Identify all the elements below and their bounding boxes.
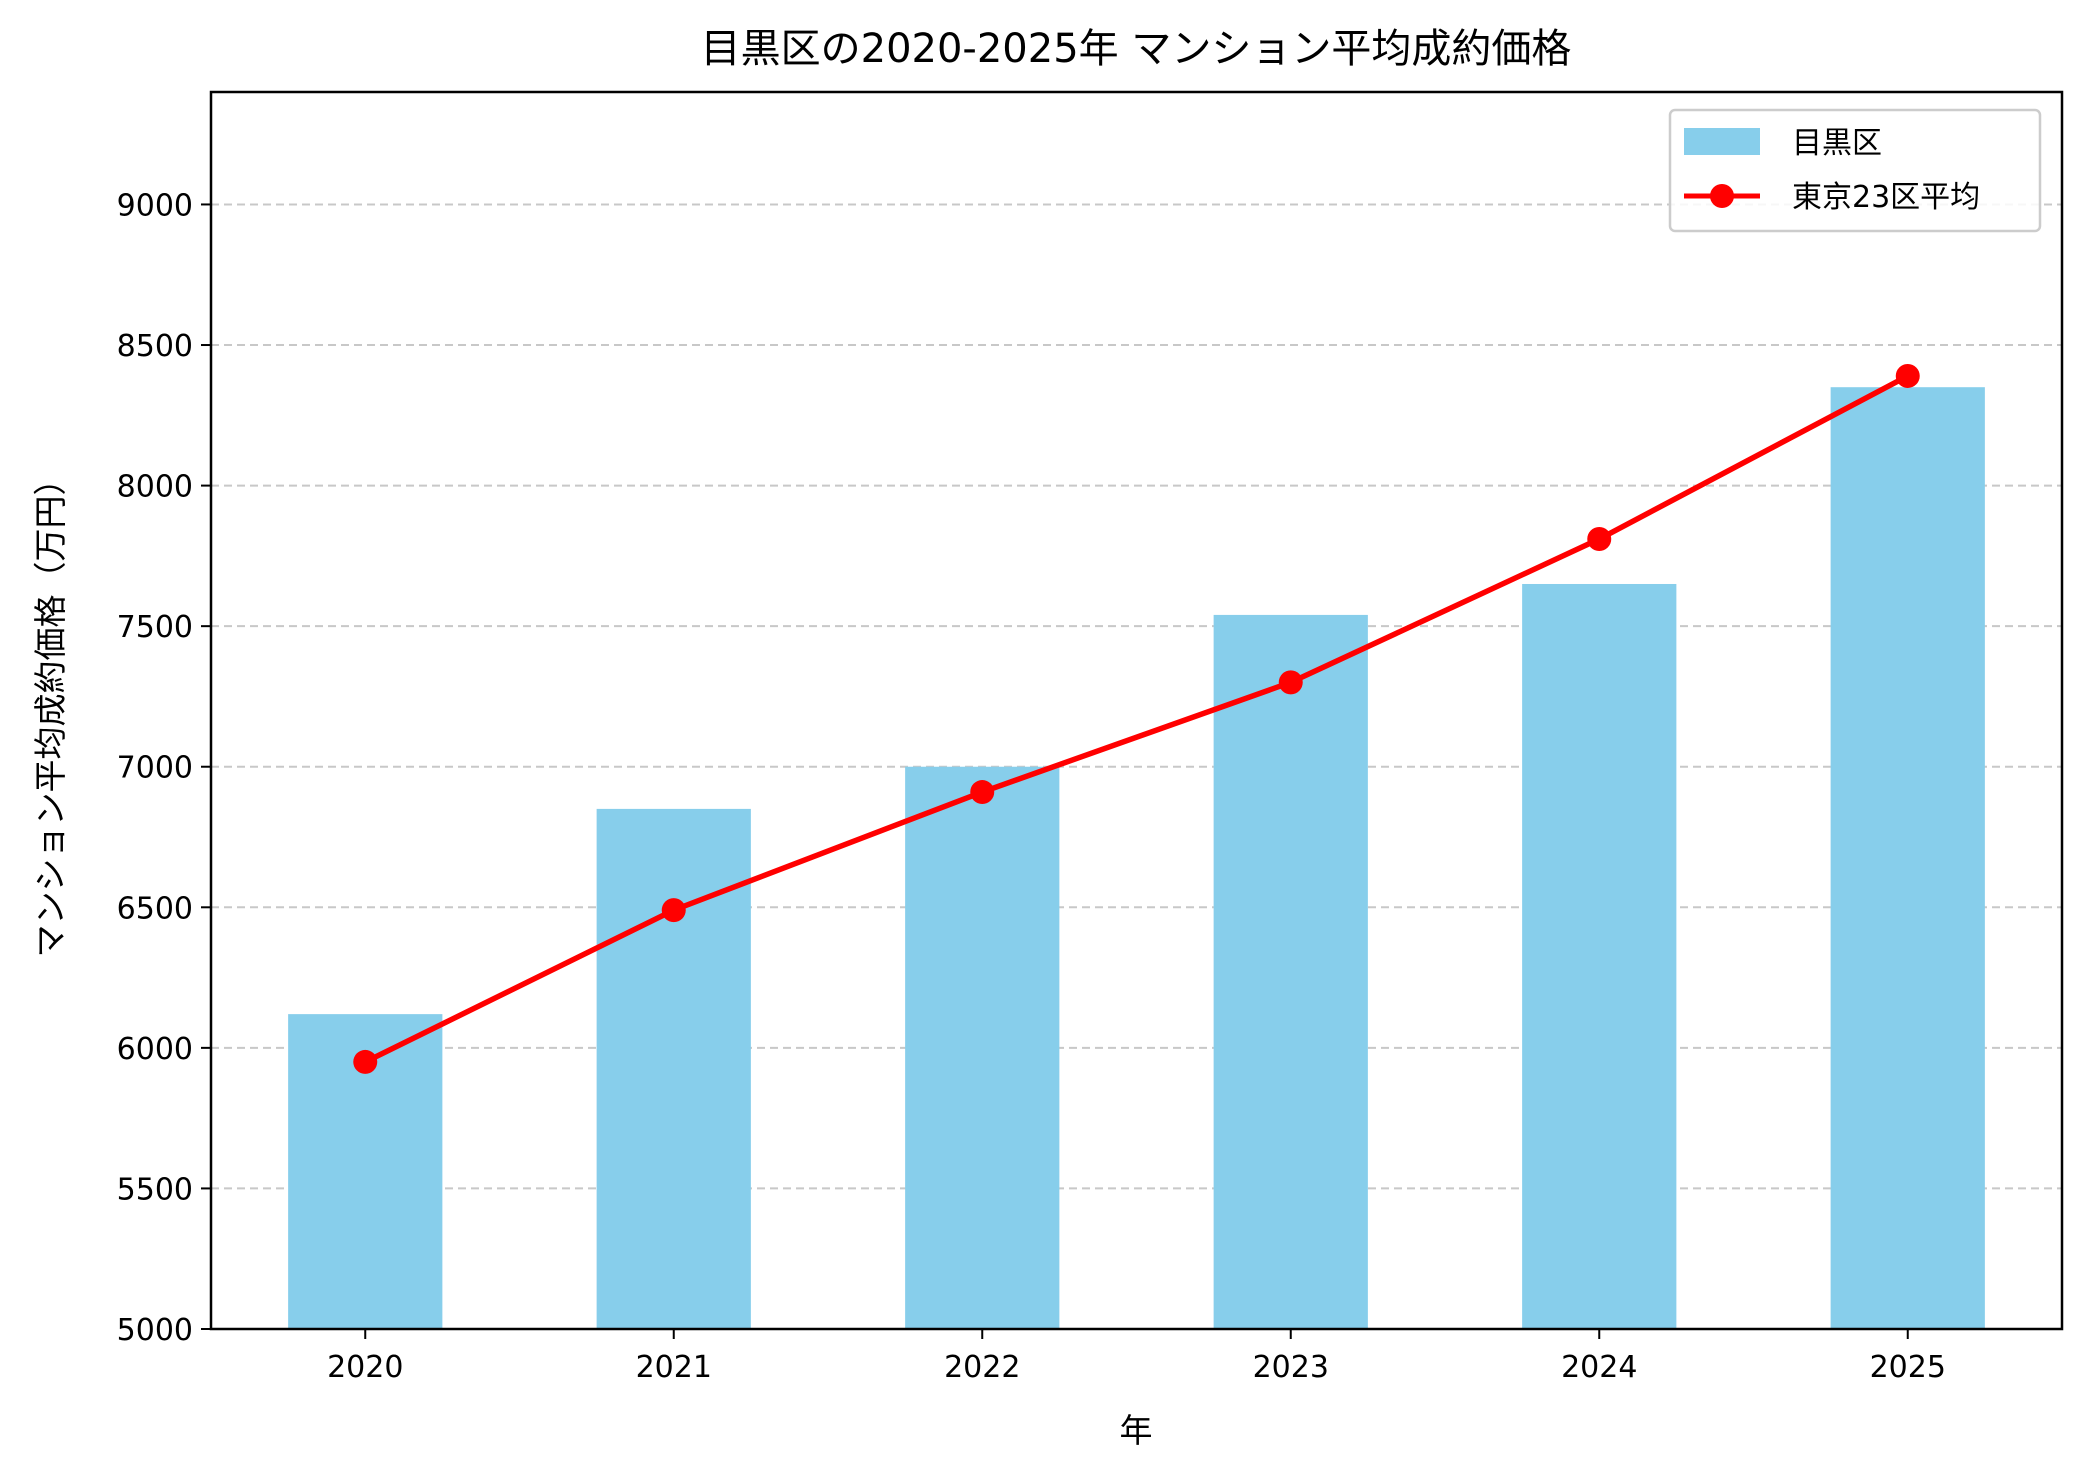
legend-label-bar: 目黒区 [1792,126,1882,161]
x-tick-label: 2024 [1561,1350,1637,1385]
x-tick-label: 2022 [944,1350,1020,1385]
bar [1830,387,1985,1329]
grid [211,203,2062,1330]
chart-title: 目黒区の2020-2025年 マンション平均成約価格 [701,26,1572,72]
x-axis-label: 年 [1120,1411,1153,1450]
data-point [1278,670,1303,695]
plot-frame [209,90,2064,1331]
y-tick-label: 6000 [117,1032,193,1067]
y-axis-label: マンション平均成約価格（万円） [31,463,70,958]
x-tick-label: 2025 [1870,1350,1946,1385]
legend-swatch-bar [1684,128,1760,155]
line-series [353,363,1920,1074]
y-tick-label: 9000 [117,188,193,223]
y-tick-label: 7500 [117,610,193,645]
x-tick-label: 2021 [636,1350,712,1385]
bar [1522,583,1677,1329]
y-tick-label: 8500 [117,329,193,364]
y-tick-label: 6500 [117,891,193,926]
y-axis: 5000 5500 6000 6500 7000 7500 8000 8500 9000 [117,188,211,1348]
bar [905,766,1060,1329]
legend: 目黒区 東京23区平均 [1668,108,2042,233]
data-point [661,898,686,923]
x-axis: 2020 2021 2022 2023 2024 2025 [327,1329,1946,1385]
series-line [364,373,1910,1065]
y-tick-label: 8000 [117,470,193,505]
y-tick-label: 5500 [117,1172,193,1207]
bars [288,387,1985,1329]
bar [596,808,751,1329]
data-point [353,1049,378,1074]
legend-swatch-marker [1710,184,1734,208]
x-tick-label: 2020 [327,1350,403,1385]
data-point [1587,527,1612,552]
y-tick-label: 5000 [117,1313,193,1348]
legend-box [1668,108,2042,233]
y-tick-label: 7000 [117,751,193,786]
data-point [1895,363,1920,388]
legend-label-line: 東京23区平均 [1792,180,1980,215]
x-tick-label: 2023 [1253,1350,1329,1385]
data-point [970,780,995,805]
bar [1213,614,1368,1329]
